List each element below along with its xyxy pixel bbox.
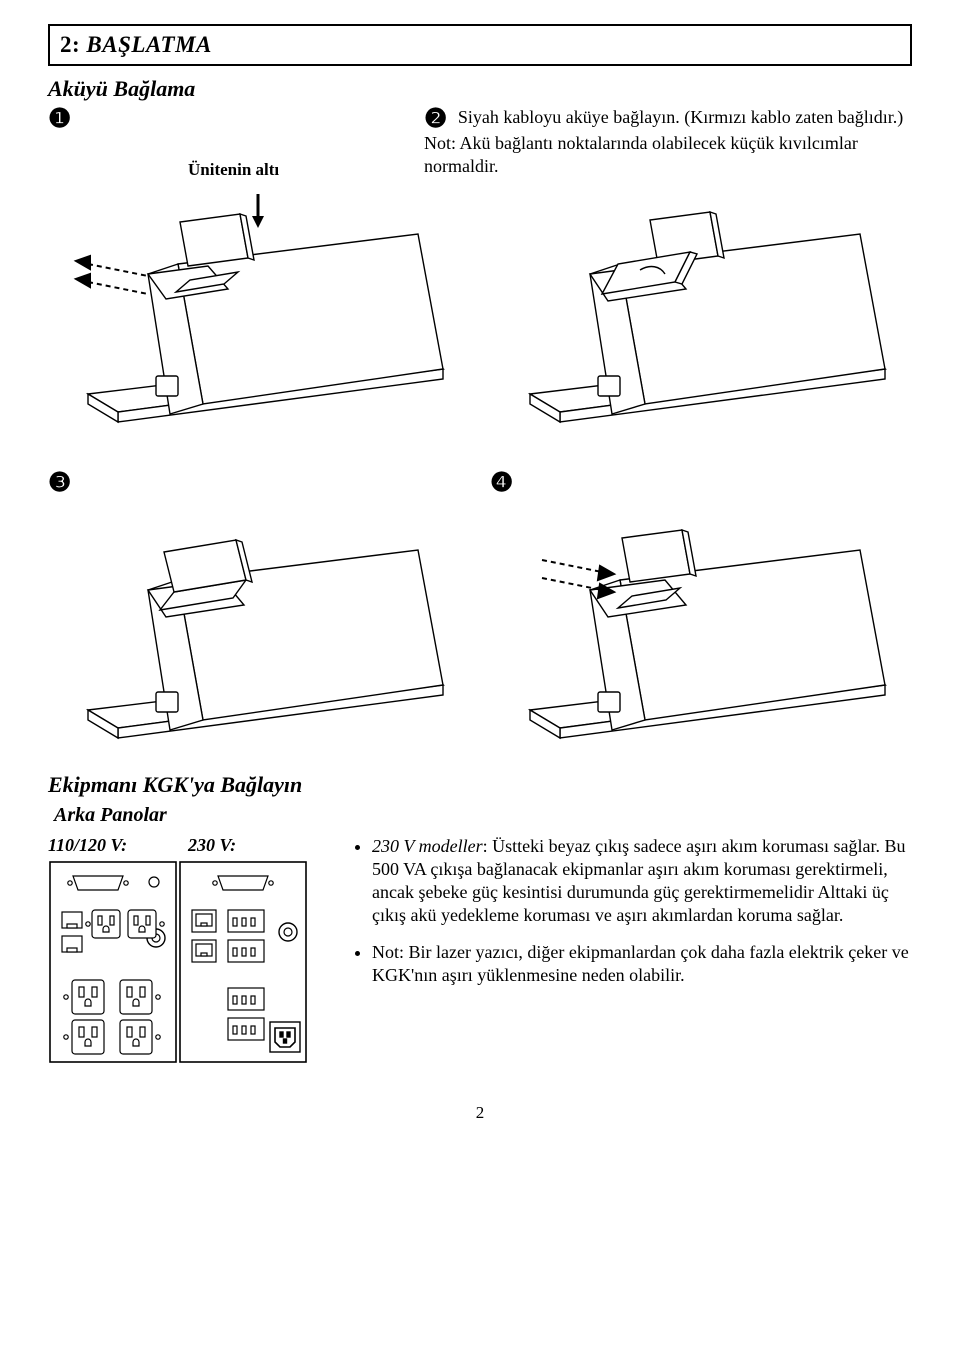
section1-right-col: ❷ Siyah kabloyu aküye bağlayın. (Kırmızı… (408, 106, 912, 180)
page-number: 2 (48, 1103, 912, 1123)
panel2-label: 230 V: (188, 835, 328, 856)
unit-label: Ünitenin altı (188, 160, 408, 180)
diagram-row-2 (48, 510, 912, 760)
ups-unit-diagram-2-svg (490, 194, 910, 444)
bullets-column: 230 V modeller: Üstteki beyaz çıkış sade… (328, 835, 912, 1065)
section-header-title: BAŞLATMA (86, 32, 211, 57)
panel-labels-row: 110/120 V: 230 V: (48, 835, 328, 856)
step-labels-row2: ❸ ❹ (48, 470, 912, 496)
ups-unit-diagram-4-svg (490, 510, 910, 760)
section-header-box: 2: BAŞLATMA (48, 24, 912, 66)
diagram-step2 (490, 194, 912, 444)
rear-panel-110v-svg (48, 860, 178, 1065)
section2-heading: Ekipmanı KGK'ya Bağlayın (48, 772, 912, 798)
ups-unit-diagram-1-svg (48, 194, 468, 444)
section1-left-col: ❶ Ünitenin altı (48, 106, 408, 180)
panels-and-text-row: 110/120 V: 230 V: (48, 835, 912, 1065)
bullet1-lead: 230 V modeller (372, 836, 483, 856)
section1-top-row: ❶ Ünitenin altı ❷ Siyah kabloyu aküye ba… (48, 106, 912, 180)
step3-marker: ❸ (48, 470, 71, 496)
step4-marker: ❹ (490, 470, 513, 496)
rear-panel-230v-svg (178, 860, 308, 1065)
section2-sub: Arka Panolar (54, 804, 912, 827)
diagram-step1 (48, 194, 470, 444)
diagram-step3 (48, 510, 470, 760)
step1-marker: ❶ (48, 106, 71, 132)
step2-marker: ❷ (424, 106, 447, 132)
section-header-text: 2: BAŞLATMA (60, 32, 212, 57)
ups-unit-diagram-3-svg (48, 510, 468, 760)
panels-svg-row (48, 860, 328, 1065)
bullet-2: Not: Bir lazer yazıcı, diğer ekipmanlard… (372, 941, 912, 987)
panel1-label: 110/120 V: (48, 835, 188, 856)
bullet-1: 230 V modeller: Üstteki beyaz çıkış sade… (372, 835, 912, 927)
section-header-number: 2: (60, 32, 80, 57)
step2-text: Siyah kabloyu aküye bağlayın. (Kırmızı k… (424, 107, 903, 176)
section2: Ekipmanı KGK'ya Bağlayın Arka Panolar 11… (48, 772, 912, 1065)
page-root: 2: BAŞLATMA Aküyü Bağlama ❶ Ünitenin alt… (0, 0, 960, 1147)
diagram-step4 (490, 510, 912, 760)
section1-heading: Aküyü Bağlama (48, 76, 912, 102)
panels-column: 110/120 V: 230 V: (48, 835, 328, 1065)
diagram-row-1 (48, 194, 912, 444)
